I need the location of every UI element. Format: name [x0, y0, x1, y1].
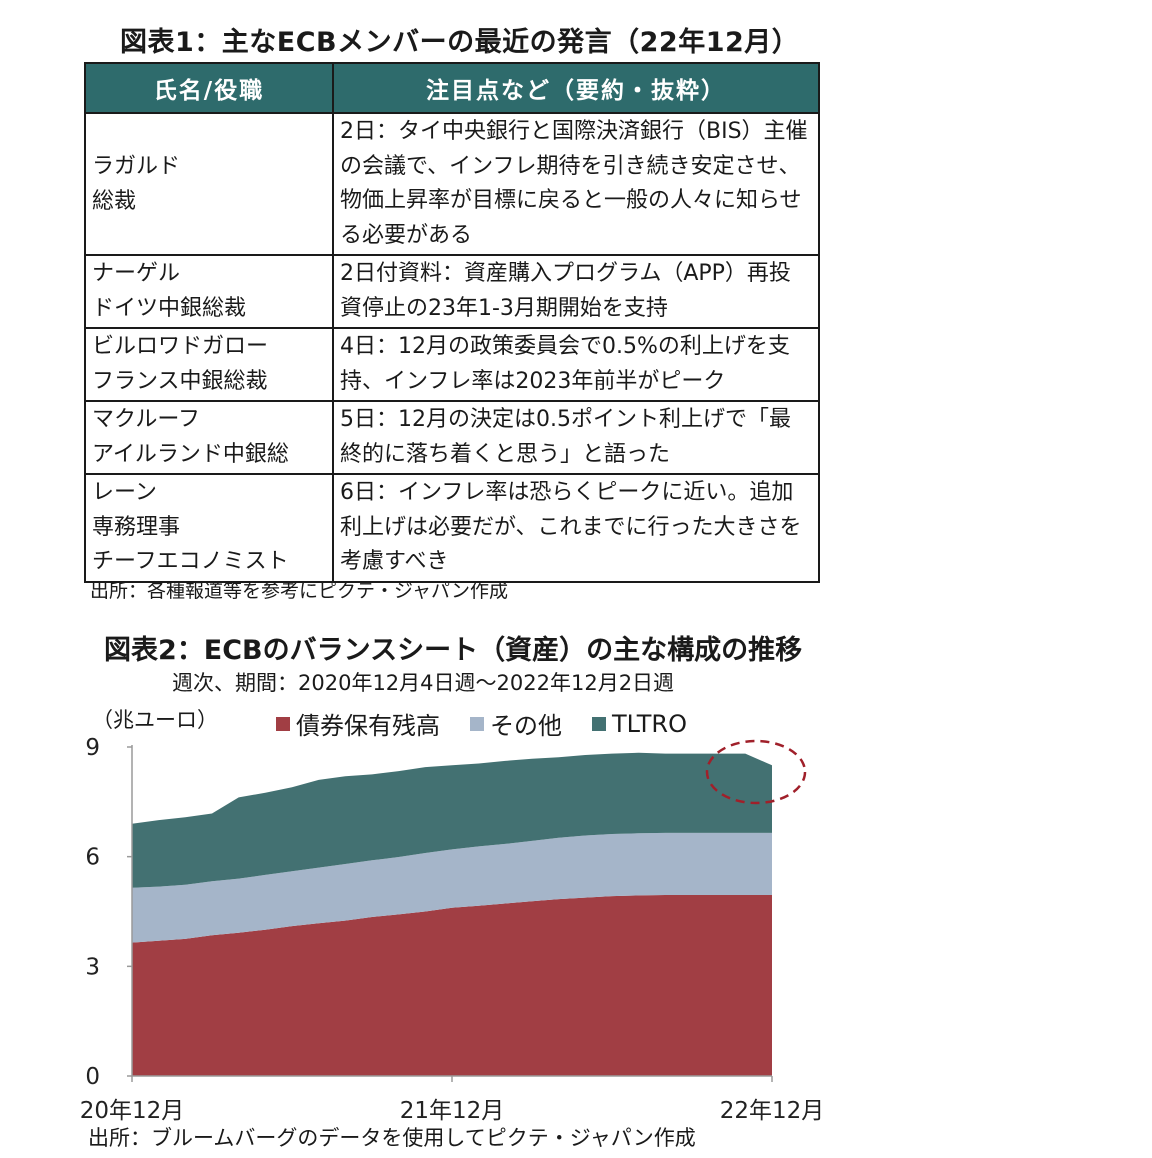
member-name-line: ラガルド: [92, 154, 181, 179]
y-tick-label: 3: [85, 954, 100, 980]
member-name-line: ナーゲル: [92, 261, 181, 286]
member-name-line: アイルランド中銀総: [92, 441, 289, 467]
member-name-cell: レーン 専務理事 チーフエコノミスト: [84, 473, 334, 583]
member-note-cell: 5日：12月の決定は0.5ポイント利上げで「最終的に落ち着くと思う」と語った: [332, 400, 820, 475]
member-name-line: 専務理事: [92, 514, 181, 540]
x-tick-label: 22年12月: [720, 1098, 825, 1124]
chart-source-note: 出所：ブルームバーグのデータを使用してピクテ・ジャパン作成: [88, 1126, 696, 1150]
chart-legend: 債券保有残高 その他 TLTRO: [276, 706, 687, 741]
legend-item: その他: [470, 706, 562, 741]
member-name-line: レーン: [92, 480, 157, 505]
x-tick-label: 20年12月: [80, 1098, 185, 1124]
header-name-role: 氏名/役職: [84, 62, 334, 114]
table-row: ナーゲル ドイツ中銀総裁 2日付資料：資産購入プログラム（APP）再投資停止の2…: [84, 254, 820, 329]
legend-swatch: [276, 716, 290, 731]
member-name-line: マクルーフ: [92, 407, 201, 432]
ecb-statements-table: 氏名/役職 注目点など（要約・抜粋） ラガルド 総裁 2日：タイ中央銀行と国際決…: [84, 62, 820, 583]
member-note-cell: 6日：インフレ率は恐らくピークに近い。追加利上げは必要だが、これまでに行った大き…: [332, 473, 820, 583]
table-row: マクルーフ アイルランド中銀総 5日：12月の決定は0.5ポイント利上げで「最終…: [84, 400, 820, 475]
member-name-cell: マクルーフ アイルランド中銀総: [84, 400, 334, 475]
area-series-3: [132, 752, 772, 888]
y-tick-label: 0: [85, 1064, 100, 1090]
member-name-line: フランス中銀総裁: [92, 368, 268, 394]
member-name-line: チーフエコノミスト: [92, 549, 289, 574]
member-note-cell: 4日：12月の政策委員会で0.5%の利上げを支持、インフレ率は2023年前半がピ…: [332, 327, 820, 402]
chart-subtitle: 週次、期間：2020年12月4日週～2022年12月2日週: [172, 671, 675, 695]
legend-swatch: [470, 716, 484, 731]
y-axis-unit-label: （兆ユーロ）: [92, 708, 218, 732]
x-tick-label: 21年12月: [400, 1098, 505, 1124]
legend-label: TLTRO: [612, 709, 687, 738]
member-name-line: 総裁: [92, 188, 137, 214]
table-title: 図表1：主なECBメンバーの最近の発言（22年12月）: [120, 27, 800, 58]
area-series-1: [132, 895, 772, 1076]
table-row: ラガルド 総裁 2日：タイ中央銀行と国際決済銀行（BIS）主催の会議で、インフレ…: [84, 112, 820, 256]
member-name-cell: ビルロワドガロー フランス中銀総裁: [84, 327, 334, 402]
legend-swatch: [592, 716, 606, 731]
table-source-note: 出所：各種報道等を参考にピクテ・ジャパン作成: [90, 580, 509, 602]
member-note-cell: 2日：タイ中央銀行と国際決済銀行（BIS）主催の会議で、インフレ期待を引き続き安…: [332, 112, 820, 256]
table-row: レーン 専務理事 チーフエコノミスト 6日：インフレ率は恐らくピークに近い。追加…: [84, 473, 820, 583]
legend-label: 債券保有残高: [296, 712, 440, 740]
legend-label: その他: [490, 712, 562, 740]
table-row: ビルロワドガロー フランス中銀総裁 4日：12月の政策委員会で0.5%の利上げを…: [84, 327, 820, 402]
header-notes: 注目点など（要約・抜粋）: [332, 62, 820, 114]
member-name-line: ドイツ中銀総裁: [92, 295, 247, 321]
highlight-circle: [705, 739, 807, 805]
member-name-cell: ナーゲル ドイツ中銀総裁: [84, 254, 334, 329]
member-note-cell: 2日付資料：資産購入プログラム（APP）再投資停止の23年1-3月期開始を支持: [332, 254, 820, 329]
member-name-line: ビルロワドガロー: [92, 334, 269, 359]
legend-item: TLTRO: [592, 710, 687, 738]
chart-title: 図表2：ECBのバランスシート（資産）の主な構成の推移: [104, 635, 803, 666]
y-tick-label: 9: [85, 735, 100, 761]
y-tick-label: 6: [85, 845, 100, 871]
legend-item: 債券保有残高: [276, 706, 440, 741]
area-series-2: [132, 832, 772, 943]
member-name-cell: ラガルド 総裁: [84, 112, 334, 256]
